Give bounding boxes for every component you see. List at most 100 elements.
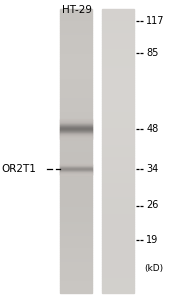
Bar [60,151,92,153]
Bar [102,167,134,170]
Bar [102,11,134,14]
Bar [60,70,92,73]
Bar [102,290,134,292]
Bar [102,56,134,58]
Bar [60,122,92,125]
Bar [102,264,134,266]
Bar [60,66,92,68]
Bar [60,276,92,278]
Bar [60,94,92,96]
Bar [102,245,134,247]
Bar [102,33,134,35]
Bar [102,252,134,255]
Bar [60,63,92,66]
Bar [60,198,92,200]
Bar [102,193,134,196]
Bar [102,160,134,163]
Bar [60,61,92,63]
Bar [60,248,92,250]
Bar [60,217,92,219]
Bar [102,115,134,118]
Bar [60,290,92,292]
Bar [102,58,134,61]
Bar [102,18,134,21]
Bar [60,155,92,158]
Bar [60,47,92,49]
Bar [102,139,134,141]
Bar [60,241,92,243]
Bar [60,262,92,264]
Bar [102,23,134,26]
Bar [102,231,134,233]
Bar [60,163,92,165]
Bar [102,172,134,174]
Bar [102,103,134,106]
Bar [60,30,92,33]
Bar [102,243,134,245]
Bar [102,196,134,198]
Bar [60,52,92,54]
Bar [102,68,134,70]
Bar [60,205,92,207]
Bar [60,119,92,120]
Bar [102,134,134,136]
Bar [102,77,134,80]
Bar [102,40,134,42]
Bar [60,9,92,11]
Bar [60,82,92,85]
Bar [102,70,134,73]
Bar [102,229,134,231]
Bar [102,85,134,87]
Bar [102,241,134,243]
Bar [60,96,92,99]
Bar [60,56,92,58]
Bar [102,281,134,283]
Bar [60,122,92,123]
Bar [60,130,92,131]
Bar [60,129,92,130]
Bar [60,126,92,127]
Bar [60,125,92,127]
Bar [60,103,92,106]
Bar [60,148,92,151]
Bar [60,238,92,241]
Bar [102,182,134,184]
Bar [60,115,92,118]
Bar [102,191,134,193]
Bar [102,42,134,44]
Bar [60,68,92,70]
Bar [60,222,92,224]
Bar [60,255,92,257]
Bar [60,111,92,113]
Bar [60,182,92,184]
Text: HT-29: HT-29 [62,5,92,15]
Text: 117: 117 [146,16,165,26]
Bar [60,125,92,126]
Bar [60,139,92,141]
Bar [102,233,134,236]
Bar [60,123,92,124]
Bar [102,222,134,224]
Bar [102,288,134,290]
Bar [102,118,134,120]
Bar [60,271,92,274]
Bar [102,207,134,210]
Bar [60,23,92,26]
Bar [60,121,92,122]
Bar [102,125,134,127]
Bar [102,106,134,108]
Bar [60,212,92,214]
Bar [60,21,92,23]
Bar [102,14,134,16]
Bar [60,77,92,80]
Text: OR2T1: OR2T1 [2,164,37,175]
Bar [102,28,134,30]
Bar [60,224,92,226]
Bar [102,21,134,23]
Bar [102,108,134,111]
Bar [60,138,92,139]
Bar [60,219,92,222]
Bar [60,264,92,266]
Bar [60,135,92,136]
Bar [60,130,92,132]
